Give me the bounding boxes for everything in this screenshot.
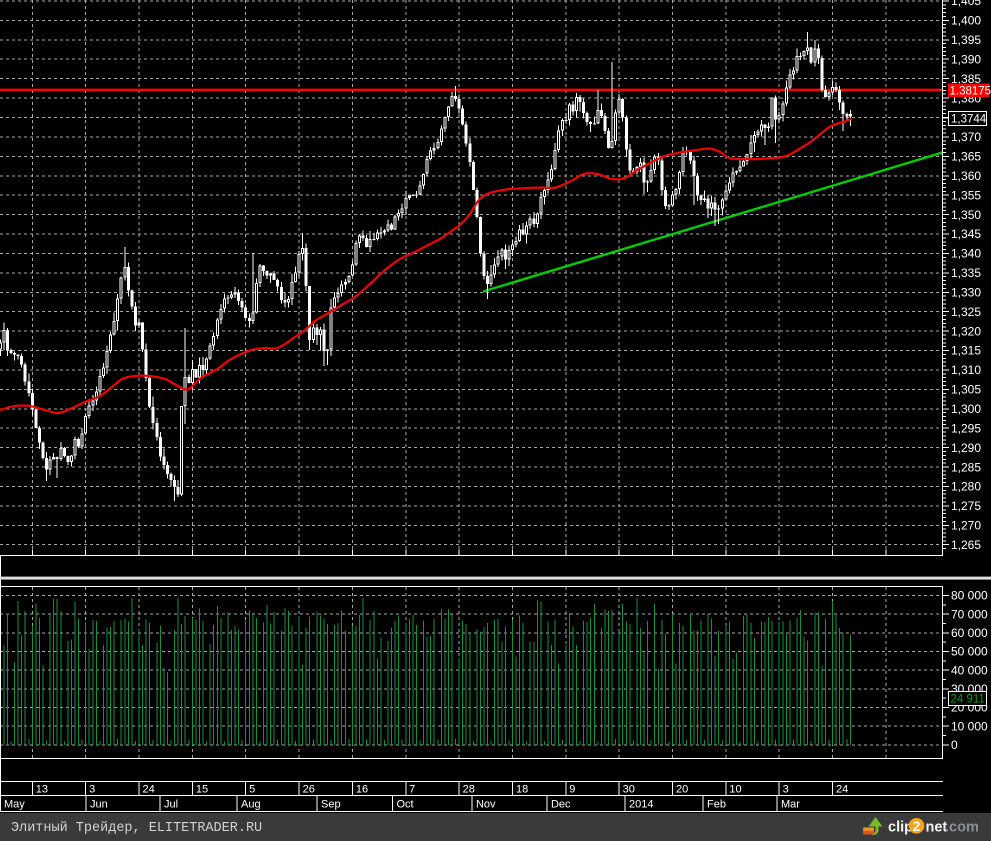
svg-text:1,325: 1,325 (951, 305, 981, 319)
svg-text:1,400: 1,400 (951, 14, 981, 28)
svg-text:Feb: Feb (707, 799, 726, 811)
svg-text:0: 0 (951, 738, 958, 752)
svg-text:1,335: 1,335 (951, 266, 981, 280)
svg-text:Oct: Oct (396, 798, 413, 810)
svg-text:Sep: Sep (321, 798, 341, 810)
svg-text:16: 16 (356, 783, 368, 795)
svg-text:clip: clip (888, 820, 913, 836)
svg-text:1,315: 1,315 (951, 344, 981, 358)
svg-text:1,265: 1,265 (951, 538, 981, 552)
svg-text:26: 26 (303, 783, 315, 795)
svg-text:10 000: 10 000 (951, 719, 988, 733)
svg-text:1,395: 1,395 (951, 33, 981, 47)
svg-text:2: 2 (913, 818, 921, 834)
svg-text:5: 5 (249, 783, 255, 795)
svg-text:Nov: Nov (476, 798, 496, 810)
svg-text:1,300: 1,300 (951, 402, 981, 416)
svg-text:1,350: 1,350 (951, 208, 981, 222)
svg-text:7: 7 (409, 783, 415, 795)
svg-text:18: 18 (516, 784, 528, 796)
svg-text:30: 30 (623, 784, 635, 796)
svg-text:70 000: 70 000 (951, 607, 988, 621)
svg-text:Jul: Jul (164, 798, 178, 810)
svg-text:Jun: Jun (90, 798, 108, 810)
svg-text:1,355: 1,355 (951, 188, 981, 202)
svg-text:24 911: 24 911 (951, 694, 985, 706)
svg-text:3: 3 (783, 784, 789, 796)
svg-text:1,330: 1,330 (951, 286, 981, 300)
svg-text:1,345: 1,345 (951, 227, 981, 241)
svg-text:Mar: Mar (781, 799, 800, 811)
svg-text:1,340: 1,340 (951, 247, 981, 261)
svg-text:2014: 2014 (629, 799, 653, 811)
svg-text:1,305: 1,305 (951, 383, 981, 397)
svg-text:1,385: 1,385 (951, 72, 981, 86)
svg-text:net: net (926, 820, 948, 836)
svg-text:1,280: 1,280 (951, 480, 981, 494)
svg-text:May: May (4, 798, 25, 810)
svg-text:1,365: 1,365 (951, 150, 981, 164)
svg-text:9: 9 (569, 784, 575, 796)
svg-text:80 000: 80 000 (951, 589, 988, 603)
svg-text:3: 3 (89, 783, 95, 795)
svg-text:1,275: 1,275 (951, 499, 981, 513)
svg-text:40 000: 40 000 (951, 663, 988, 677)
svg-text:1,285: 1,285 (951, 460, 981, 474)
svg-text:10: 10 (729, 784, 741, 796)
svg-text:Dec: Dec (551, 799, 571, 811)
svg-text:1,270: 1,270 (951, 519, 981, 533)
svg-text:1,310: 1,310 (951, 363, 981, 377)
svg-text:1,320: 1,320 (951, 324, 981, 338)
svg-text:.com: .com (945, 820, 979, 836)
svg-text:20: 20 (676, 784, 688, 796)
svg-text:60 000: 60 000 (951, 626, 988, 640)
svg-text:50 000: 50 000 (951, 645, 988, 659)
svg-text:Aug: Aug (241, 798, 261, 810)
svg-text:24: 24 (142, 783, 154, 795)
svg-text:24: 24 (836, 784, 848, 796)
svg-text:1,295: 1,295 (951, 421, 981, 435)
svg-text:1,370: 1,370 (951, 130, 981, 144)
svg-text:1,360: 1,360 (951, 169, 981, 183)
svg-text:Элитный Трейдер, ELITETRADER.R: Элитный Трейдер, ELITETRADER.RU (11, 821, 262, 836)
svg-text:1,390: 1,390 (951, 52, 981, 66)
svg-text:13: 13 (36, 783, 48, 795)
svg-text:15: 15 (196, 783, 208, 795)
svg-text:1,405: 1,405 (951, 0, 981, 8)
svg-text:1.38175: 1.38175 (950, 86, 991, 98)
svg-text:1,290: 1,290 (951, 441, 981, 455)
svg-text:1,3744: 1,3744 (951, 114, 987, 126)
svg-text:28: 28 (463, 783, 475, 795)
